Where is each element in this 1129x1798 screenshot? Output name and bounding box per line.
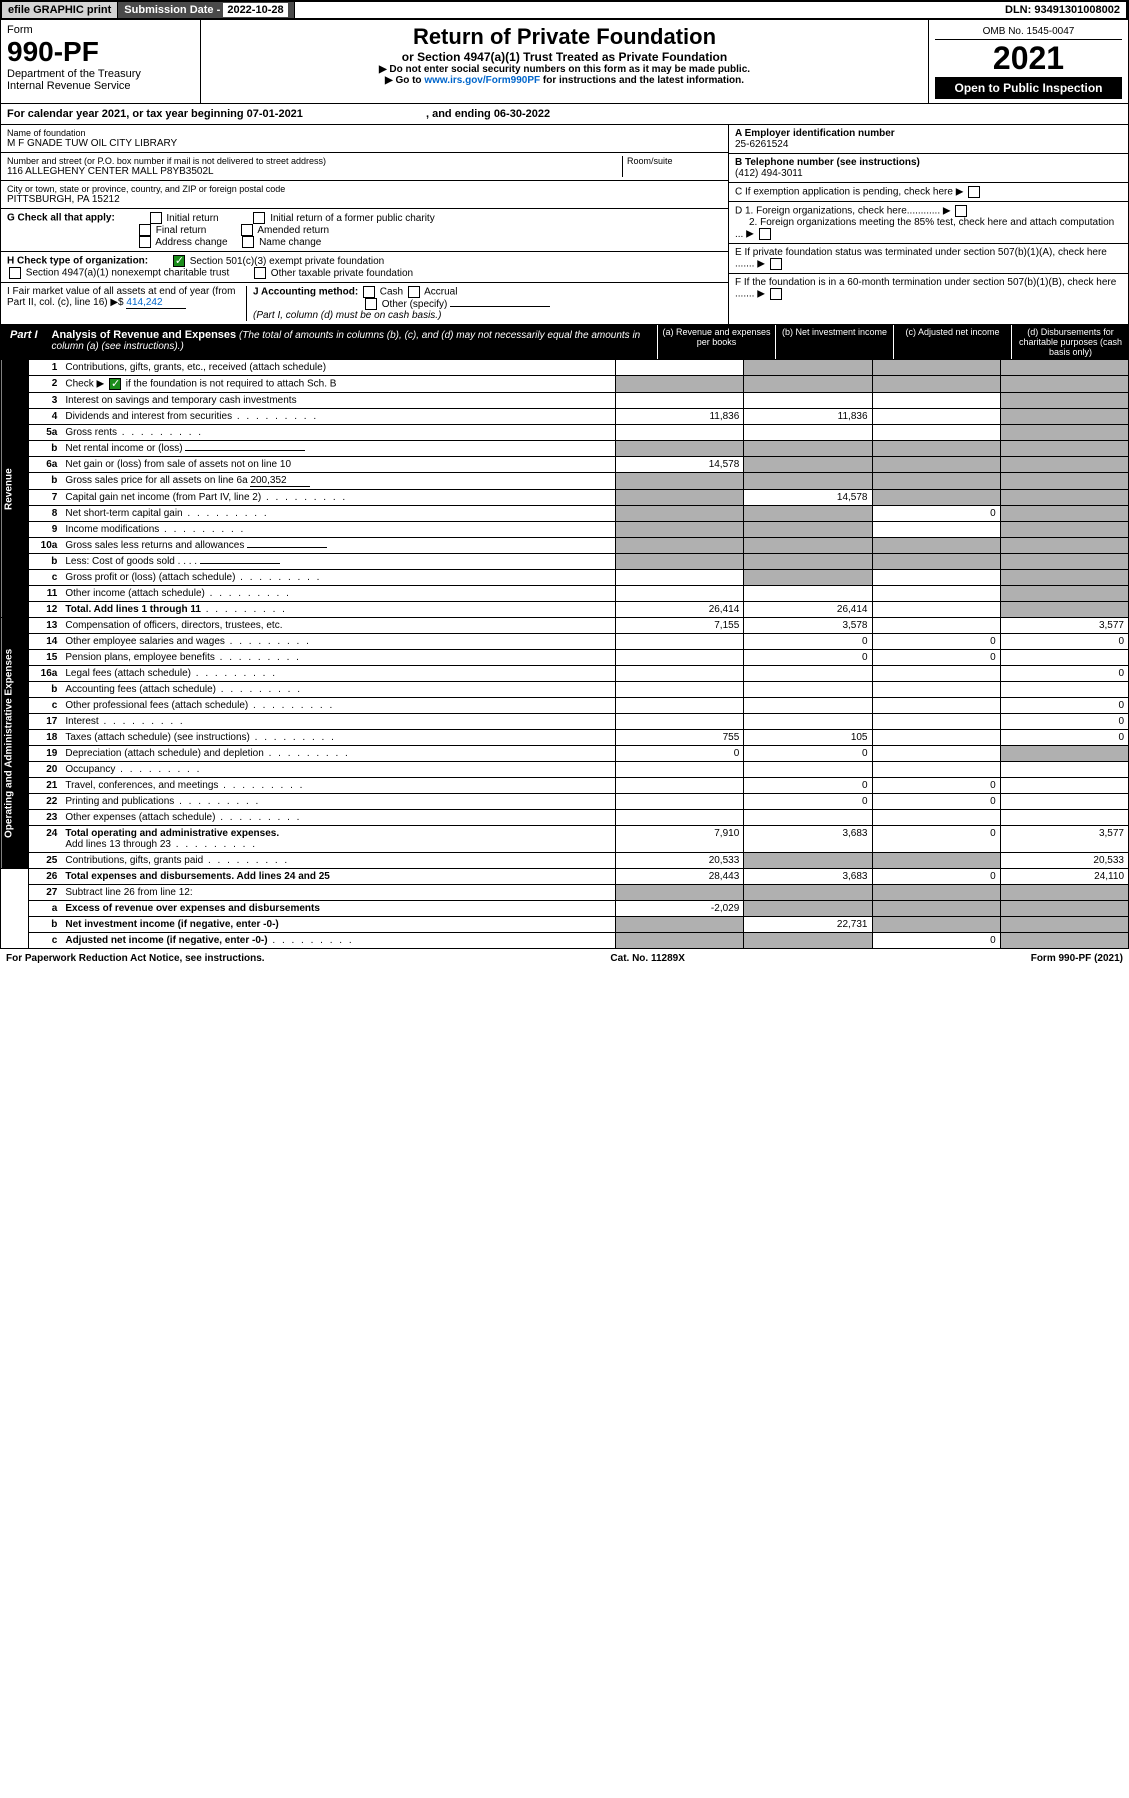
section-d: D 1. Foreign organizations, check here..… [729,202,1128,244]
dln-value: DLN: 93491301008002 [999,2,1127,18]
section-h: H Check type of organization: Section 50… [1,252,728,283]
foreign-org-checkbox[interactable] [955,205,967,217]
accrual-checkbox[interactable] [408,286,420,298]
entity-info-grid: Name of foundation M F GNADE TUW OIL CIT… [0,125,1129,325]
part-i-title: Analysis of Revenue and Expenses [52,329,237,341]
60month-checkbox[interactable] [770,288,782,300]
phone-label: B Telephone number (see instructions) [735,157,920,168]
submission-date-box: Submission Date - 2022-10-28 [118,2,294,18]
501c3-checkbox[interactable] [173,255,185,267]
other-taxable-checkbox[interactable] [254,267,266,279]
schb-checkbox[interactable] [109,378,121,390]
col-c-header: (c) Adjusted net income [893,325,1011,359]
section-g: G Check all that apply: Initial return I… [1,209,728,252]
csz-value: PITTSBURGH, PA 15212 [7,194,722,205]
gross-sales-6a: 200,352 [250,475,310,487]
section-c: C If exemption application is pending, c… [729,183,1128,202]
form-number: 990-PF [7,36,194,68]
opex-side-label: Operating and Administrative Expenses [1,618,29,869]
page-footer: For Paperwork Reduction Act Notice, see … [0,949,1129,968]
amended-return-checkbox[interactable] [241,224,253,236]
cash-checkbox[interactable] [363,286,375,298]
section-i: I Fair market value of all assets at end… [7,286,247,321]
irs-label: Internal Revenue Service [7,80,194,92]
part-i-header: Part I Analysis of Revenue and Expenses … [0,325,1129,359]
form-label: Form [7,24,194,36]
calendar-year-row: For calendar year 2021, or tax year begi… [0,104,1129,125]
irs-link[interactable]: www.irs.gov/Form990PF [424,75,540,86]
address-value: 116 ALLEGHENY CENTER MALL P8YB3502L [7,166,622,177]
col-d-header: (d) Disbursements for charitable purpose… [1011,325,1129,359]
fmv-value: 414,242 [126,297,186,309]
section-e: E If private foundation status was termi… [729,244,1128,274]
foreign-85-checkbox[interactable] [759,228,771,240]
address-change-checkbox[interactable] [139,236,151,248]
top-bar: efile GRAPHIC print Submission Date - 20… [0,0,1129,20]
col-b-header: (b) Net investment income [775,325,893,359]
room-label: Room/suite [627,156,722,166]
initial-return-checkbox[interactable] [150,212,162,224]
form-ref: Form 990-PF (2021) [1031,953,1123,964]
4947-checkbox[interactable] [9,267,21,279]
part-i-table: Revenue 1Contributions, gifts, grants, e… [0,359,1129,949]
submission-date-label: Submission Date - [124,4,223,16]
final-return-checkbox[interactable] [139,224,151,236]
section-f: F If the foundation is in a 60-month ter… [729,274,1128,303]
col-a-header: (a) Revenue and expenses per books [657,325,775,359]
csz-label: City or town, state or province, country… [7,184,722,194]
address-label: Number and street (or P.O. box number if… [7,156,622,166]
ein-label: A Employer identification number [735,128,895,139]
form-header: Form 990-PF Department of the Treasury I… [0,20,1129,104]
section-j: J Accounting method: Cash Accrual Other … [247,286,722,321]
open-inspection-badge: Open to Public Inspection [935,77,1122,99]
other-method-checkbox[interactable] [365,298,377,310]
efile-print-button[interactable]: efile GRAPHIC print [2,2,118,18]
initial-former-checkbox[interactable] [253,212,265,224]
form-title: Return of Private Foundation [207,24,922,50]
foundation-name: M F GNADE TUW OIL CITY LIBRARY [7,138,722,149]
omb-number: OMB No. 1545-0047 [935,24,1122,40]
name-change-checkbox[interactable] [242,236,254,248]
foundation-name-cell: Name of foundation M F GNADE TUW OIL CIT… [1,125,728,153]
catalog-number: Cat. No. 11289X [610,953,684,964]
ein-value: 25-6261524 [735,139,788,150]
goto-note: ▶ Go to www.irs.gov/Form990PF for instru… [207,75,922,86]
ssn-warning: ▶ Do not enter social security numbers o… [207,64,922,75]
tax-year: 2021 [935,40,1122,77]
submission-date-value: 2022-10-28 [223,3,287,17]
pra-notice: For Paperwork Reduction Act Notice, see … [6,953,265,964]
exemption-pending-checkbox[interactable] [968,186,980,198]
phone-value: (412) 494-3011 [735,168,803,179]
revenue-side-label: Revenue [1,360,29,618]
part-i-label: Part I [0,325,48,359]
dept-treasury: Department of the Treasury [7,68,194,80]
form-subtitle: or Section 4947(a)(1) Trust Treated as P… [207,50,922,64]
terminated-checkbox[interactable] [770,258,782,270]
